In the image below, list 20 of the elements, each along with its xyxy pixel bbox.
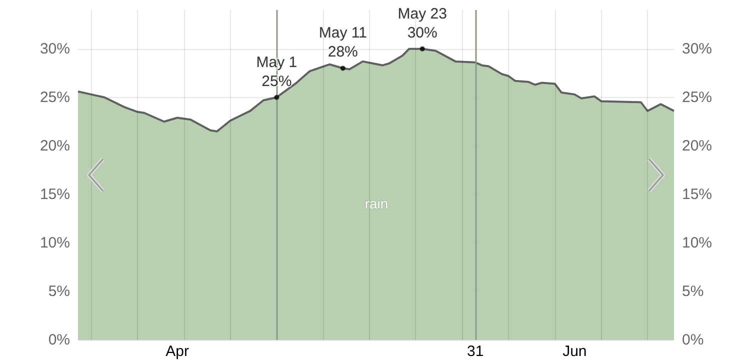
x-tick-label: 31: [466, 343, 484, 360]
y2-tick-label: 15%: [682, 186, 712, 203]
y-tick-label: 15%: [40, 186, 70, 203]
y2-tick-label: 30%: [682, 40, 712, 58]
y2-tick-label: 25%: [682, 88, 712, 106]
y2-tick-label: 20%: [682, 137, 712, 154]
y2-tick-label: 0%: [682, 332, 704, 348]
series-label: rain: [364, 196, 388, 212]
y-tick-label: 20%: [40, 137, 70, 154]
y2-tick-label: 5%: [682, 282, 704, 300]
y-tick-label: 5%: [48, 282, 70, 300]
annotation: May 11 28%: [318, 24, 367, 61]
y-tick-label: 0%: [48, 332, 70, 348]
y-tick-label: 30%: [40, 40, 70, 58]
annotation: May 23 30%: [398, 5, 447, 42]
y-tick-label: 10%: [40, 234, 70, 252]
y-tick-label: 25%: [40, 88, 70, 106]
x-tick-label: Jun: [562, 343, 587, 360]
x-tick-label: Apr: [166, 343, 190, 360]
y2-tick-label: 10%: [682, 234, 712, 252]
